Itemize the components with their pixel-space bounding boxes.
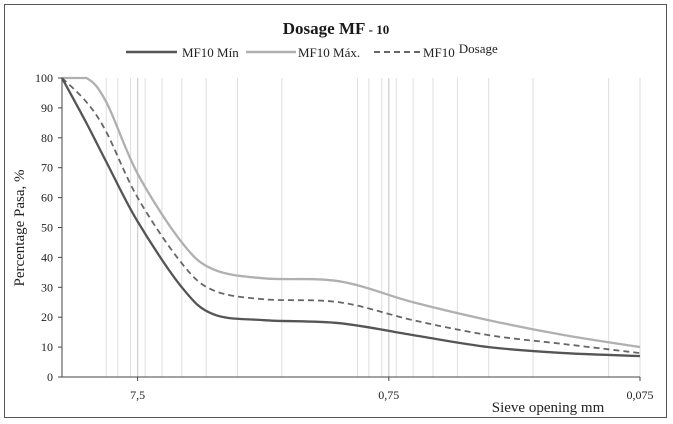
y-tick-label: 70 (41, 161, 53, 175)
series-lines (60, 76, 641, 358)
y-tick-label: 40 (41, 250, 53, 264)
y-tick-label: 10 (41, 340, 53, 354)
legend-label-dosage: MF10 Dosage (423, 41, 498, 60)
x-axis-label: Sieve opening mm (492, 400, 605, 416)
legend-label-max: MF10 Máx. (298, 45, 360, 60)
grid-lines (105, 78, 641, 377)
legend: MF10 Mín MF10 Máx. MF10 Dosage (126, 41, 498, 60)
y-tick-label: 0 (47, 370, 53, 384)
y-tick-label: 100 (35, 71, 53, 85)
y-tick-label: 20 (41, 310, 53, 324)
y-axis-label: Percentage Pasa, % (12, 169, 28, 286)
y-tick-label: 50 (41, 221, 53, 235)
series-line-dosage (61, 77, 641, 354)
y-tick-label: 90 (41, 101, 53, 115)
y-tick-label: 30 (41, 280, 53, 294)
chart-frame (4, 4, 667, 418)
series-line-min (60, 77, 641, 358)
series-line-max (61, 76, 641, 349)
chart-axes: 0 10 20 30 40 50 60 70 80 90 100 7,5 0,75 0,075 (35, 71, 654, 402)
legend-label-min: MF10 Mín (182, 45, 239, 60)
x-tick-label: 0,075 (627, 388, 654, 402)
x-tick-label: 0,75 (378, 388, 399, 402)
y-tick-label: 60 (41, 191, 53, 205)
x-tick-label: 7,5 (130, 388, 145, 402)
y-tick-label: 80 (41, 131, 53, 145)
chart-title: Dosage MF - 10 (283, 19, 389, 38)
